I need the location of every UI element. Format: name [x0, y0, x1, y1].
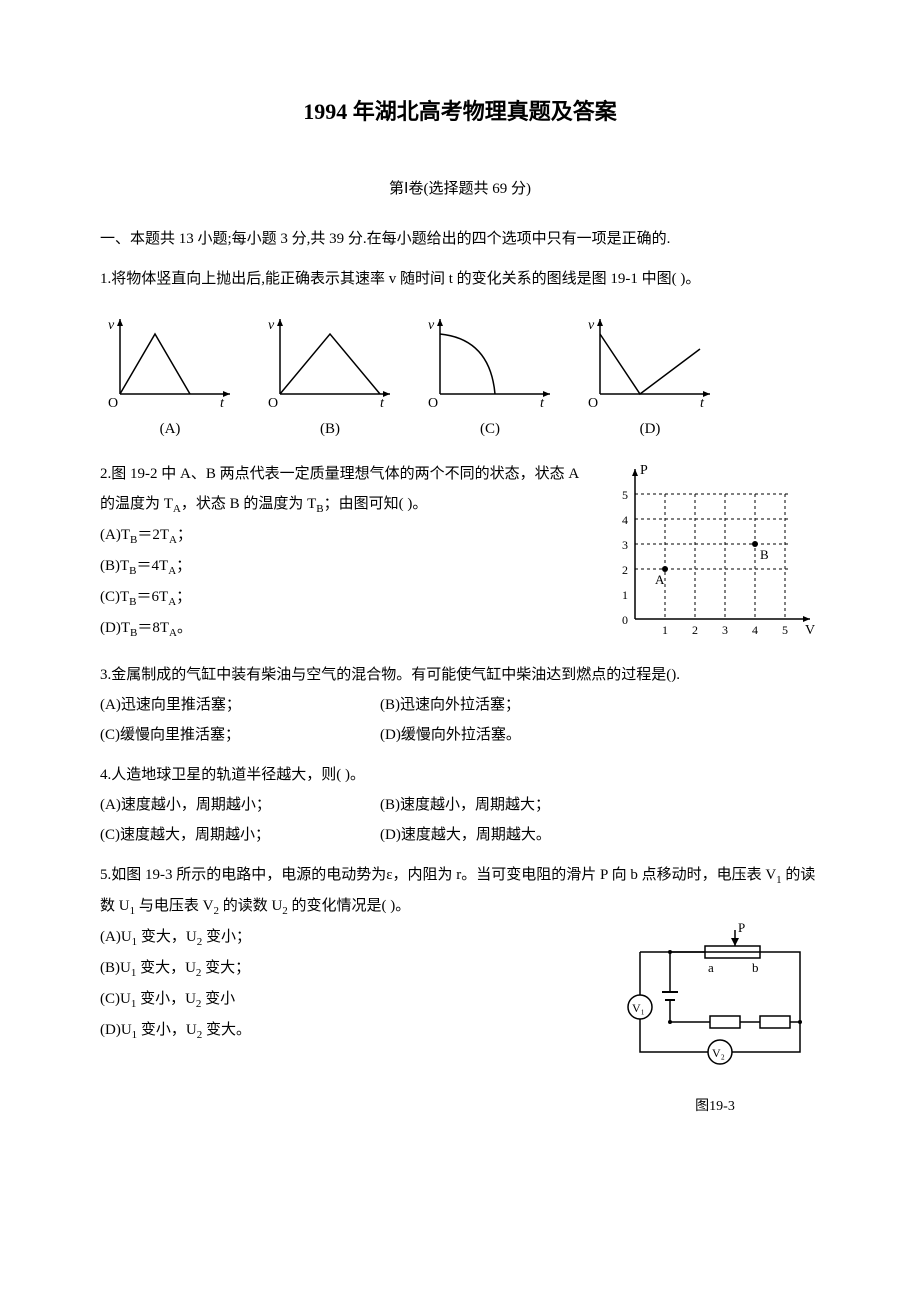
q5-options: (A)U1 变大，U2 变小； (B)U1 变大，U2 变大； (C)U1 变小…: [100, 922, 590, 1046]
q1-graph-a: v t O (A): [100, 309, 240, 444]
q5-caption: 图19-3: [610, 1093, 820, 1121]
q1-figures: v t O (A) v t O (B): [100, 309, 820, 444]
q1-graph-c: v t O (C): [420, 309, 560, 444]
q3-options-row1: (A)迅速向里推活塞； (B)迅速向外拉活塞；: [100, 690, 820, 720]
svg-text:P: P: [640, 463, 648, 478]
question-4: 4.人造地球卫星的轨道半径越大，则( )。 (A)速度越小，周期越小； (B)速…: [100, 760, 820, 850]
svg-text:3: 3: [622, 538, 628, 552]
q5-opt-a: (A)U1 变大，U2 变小；: [100, 922, 590, 953]
q3-text: 3.金属制成的气缸中装有柴油与空气的混合物。有可能使气缸中柴油达到燃点的过程是(…: [100, 660, 820, 690]
question-2: P V 0 1 2 3 4 5 1 2 3 4 5: [100, 459, 820, 650]
q1-label-d: (D): [640, 414, 661, 444]
svg-text:O: O: [108, 396, 118, 409]
svg-text:t: t: [380, 396, 385, 409]
question-1: 1.将物体竖直向上抛出后,能正确表示其速率 v 随时间 t 的变化关系的图线是图…: [100, 264, 820, 444]
svg-text:V: V: [805, 623, 815, 638]
svg-text:2: 2: [692, 623, 698, 637]
svg-text:b: b: [752, 960, 759, 975]
svg-text:3: 3: [722, 623, 728, 637]
svg-text:v: v: [428, 318, 435, 333]
q3-opt-a: (A)迅速向里推活塞；: [100, 690, 380, 720]
svg-text:V₂: V₂: [712, 1046, 725, 1060]
svg-text:t: t: [220, 396, 225, 409]
q3-opt-b: (B)迅速向外拉活塞；: [380, 690, 660, 720]
q1-graph-d: v t O (D): [580, 309, 720, 444]
svg-text:v: v: [108, 318, 115, 333]
q2-opt-b: (B)TB＝4TA；: [100, 551, 580, 582]
q1-svg-d: v t O: [580, 309, 720, 409]
svg-text:v: v: [268, 318, 275, 333]
question-5: 5.如图 19-3 所示的电路中，电源的电动势为ε，内阻为 r。当可变电阻的滑片…: [100, 860, 820, 1121]
q3-opt-d: (D)缓慢向外拉活塞。: [380, 720, 660, 750]
q1-svg-c: v t O: [420, 309, 560, 409]
svg-text:P: P: [738, 922, 745, 935]
q4-opt-c: (C)速度越大，周期越小；: [100, 820, 380, 850]
svg-text:2: 2: [622, 563, 628, 577]
q5-text: 5.如图 19-3 所示的电路中，电源的电动势为ε，内阻为 r。当可变电阻的滑片…: [100, 860, 820, 922]
q1-graph-b: v t O (B): [260, 309, 400, 444]
svg-text:1: 1: [622, 588, 628, 602]
svg-text:t: t: [700, 396, 705, 409]
section1-header: 一、本题共 13 小题;每小题 3 分,共 39 分.在每小题给出的四个选项中只…: [100, 224, 820, 254]
q2-svg: P V 0 1 2 3 4 5 1 2 3 4 5: [600, 459, 820, 639]
q2-figure: P V 0 1 2 3 4 5 1 2 3 4 5: [600, 459, 820, 650]
svg-text:O: O: [588, 396, 598, 409]
svg-text:V₁: V₁: [632, 1001, 645, 1015]
q2-opt-a: (A)TB＝2TA；: [100, 520, 580, 551]
q2-opt-d: (D)TB＝8TA。: [100, 613, 580, 644]
svg-text:O: O: [428, 396, 438, 409]
svg-text:A: A: [655, 572, 665, 587]
q1-svg-a: v t O: [100, 309, 240, 409]
q2-opt-c: (C)TB＝6TA；: [100, 582, 580, 613]
q1-label-c: (C): [480, 414, 500, 444]
q5-figure: P a b V₁ V₂ 图19-3: [610, 922, 820, 1121]
q4-text: 4.人造地球卫星的轨道半径越大，则( )。: [100, 760, 820, 790]
q5-opt-b: (B)U1 变大，U2 变大；: [100, 953, 590, 984]
q4-opt-a: (A)速度越小，周期越小；: [100, 790, 380, 820]
question-3: 3.金属制成的气缸中装有柴油与空气的混合物。有可能使气缸中柴油达到燃点的过程是(…: [100, 660, 820, 750]
svg-text:4: 4: [622, 513, 628, 527]
svg-text:4: 4: [752, 623, 758, 637]
svg-text:t: t: [540, 396, 545, 409]
q3-options-row2: (C)缓慢向里推活塞； (D)缓慢向外拉活塞。: [100, 720, 820, 750]
q4-opt-d: (D)速度越大，周期越大。: [380, 820, 660, 850]
q1-label-a: (A): [160, 414, 181, 444]
q1-text: 1.将物体竖直向上抛出后,能正确表示其速率 v 随时间 t 的变化关系的图线是图…: [100, 264, 820, 294]
svg-text:O: O: [268, 396, 278, 409]
q3-opt-c: (C)缓慢向里推活塞；: [100, 720, 380, 750]
q5-opt-d: (D)U1 变小，U2 变大。: [100, 1015, 590, 1046]
svg-text:B: B: [760, 547, 769, 562]
q4-options-row1: (A)速度越小，周期越小； (B)速度越小，周期越大；: [100, 790, 820, 820]
svg-text:a: a: [708, 960, 714, 975]
svg-text:0: 0: [622, 613, 628, 627]
q1-svg-b: v t O: [260, 309, 400, 409]
page-title: 1994 年湖北高考物理真题及答案: [100, 90, 820, 134]
svg-text:1: 1: [662, 623, 668, 637]
q5-opt-c: (C)U1 变小，U2 变小: [100, 984, 590, 1015]
q5-svg: P a b V₁ V₂: [610, 922, 820, 1082]
q4-opt-b: (B)速度越小，周期越大；: [380, 790, 660, 820]
svg-text:5: 5: [622, 488, 628, 502]
q4-options-row2: (C)速度越大，周期越小； (D)速度越大，周期越大。: [100, 820, 820, 850]
q2-options: (A)TB＝2TA； (B)TB＝4TA； (C)TB＝6TA； (D)TB＝8…: [100, 520, 580, 644]
subtitle: 第Ⅰ卷(选择题共 69 分): [100, 174, 820, 204]
q1-label-b: (B): [320, 414, 340, 444]
svg-text:5: 5: [782, 623, 788, 637]
svg-text:v: v: [588, 318, 595, 333]
